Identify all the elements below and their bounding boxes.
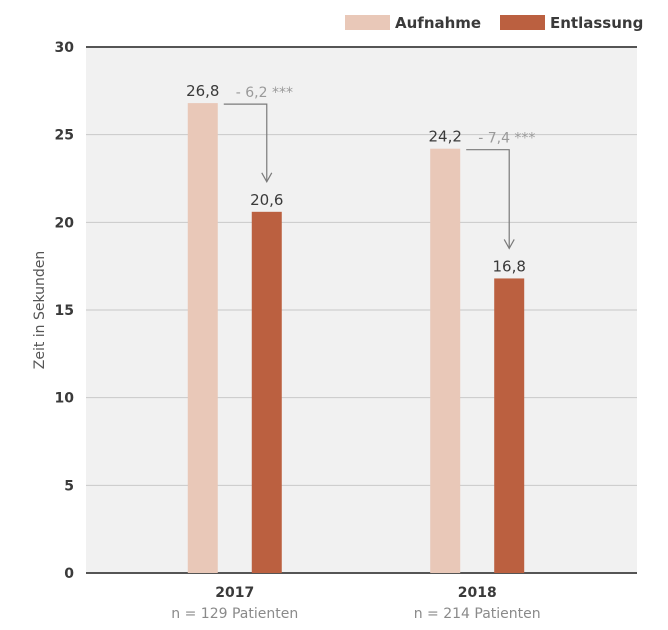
legend-label: Aufnahme [395,14,481,32]
legend: Aufnahme Entlassung [345,14,643,32]
y-tick-label: 5 [64,478,74,494]
arrow-head [261,172,273,184]
bar-aufnahme-2017 [187,103,218,574]
data-label: 16,8 [493,257,526,275]
y-tick-label: 15 [55,303,74,319]
bar-entlassung-2018 [494,278,525,573]
grid-lines [86,46,637,574]
y-tick-label: 10 [55,391,75,407]
legend-label: Entlassung [550,14,643,32]
x-tick-label: 2018 [458,585,497,601]
bar-aufnahme-2018 [430,148,461,573]
x-tick-label: 2017 [215,585,254,601]
y-tick-label: 0 [64,566,74,582]
y-tick-labels: 0 5 10 15 20 25 30 [55,40,75,582]
legend-swatch-entlassung [500,15,545,30]
y-tick-label: 30 [55,40,75,56]
data-label: 24,2 [429,128,462,146]
bars: 26,8 20,6 24,2 16,8 [186,82,526,574]
difference-arrow [223,103,268,182]
data-label: 26,8 [186,82,219,100]
y-axis-label: Zeit in Sekunden [32,251,48,370]
difference-arrow [466,149,510,249]
x-tick-sublabel: n = 129 Patienten [171,606,298,622]
arrow-head [503,239,515,250]
legend-swatch-aufnahme [345,15,390,30]
x-category-labels: 2017 n = 129 Patienten 2018 n = 214 Patient… [171,585,540,622]
bar-entlassung-2017 [251,211,282,573]
difference-label: - 6,2 *** [236,85,293,101]
data-label: 20,6 [250,191,283,209]
y-tick-label: 20 [55,215,75,231]
y-tick-label: 25 [55,128,74,144]
difference-label: - 7,4 *** [478,131,535,147]
x-tick-sublabel: n = 214 Patienten [414,606,541,622]
annotations: - 6,2 *** - 7,4 *** [223,85,535,250]
